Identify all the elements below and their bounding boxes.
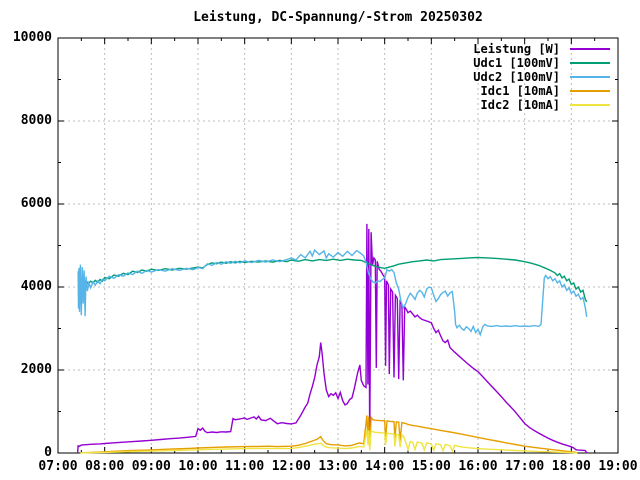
series-line-1 <box>76 223 588 454</box>
legend-label-idc2: Idc2 [10mA] <box>480 97 560 112</box>
legend-label-udc2: Udc2 [100mV] <box>473 69 560 84</box>
series-line-5 <box>80 429 578 454</box>
x-axis-tick-label: 12:00 <box>271 459 311 474</box>
legend-item-leistung: Leistung [W] <box>400 41 610 56</box>
y-axis-tick-label: 8000 <box>20 113 52 128</box>
x-axis-tick-label: 09:00 <box>131 459 171 474</box>
y-axis-tick-label: 4000 <box>20 279 52 294</box>
legend-line-sample-idc2 <box>570 103 610 106</box>
legend-line-sample-leistung <box>570 47 610 50</box>
y-axis-tick-label: 10000 <box>12 30 52 45</box>
legend-item-idc2: Idc2 [10mA] <box>400 97 610 112</box>
y-axis-tick-label: 6000 <box>20 196 52 211</box>
series-line-3 <box>77 248 588 337</box>
legend-line-sample-udc1 <box>570 61 610 64</box>
legend-label-leistung: Leistung [W] <box>473 41 560 56</box>
x-axis-tick-label: 11:00 <box>225 459 265 474</box>
legend-item-udc2: Udc2 [100mV] <box>400 69 610 84</box>
legend-item-idc1: Idc1 [10mA] <box>400 83 610 98</box>
y-axis-tick-label: 0 <box>44 445 52 460</box>
legend-line-sample-idc1 <box>570 89 610 92</box>
x-axis-tick-label: 08:00 <box>85 459 125 474</box>
x-axis-tick-label: 18:00 <box>551 459 591 474</box>
series-line-4 <box>80 415 578 454</box>
series-line-2 <box>78 256 588 303</box>
x-axis-tick-label: 19:00 <box>598 459 638 474</box>
x-axis-tick-label: 07:00 <box>38 459 78 474</box>
legend-line-sample-udc2 <box>570 75 610 78</box>
x-axis-tick-label: 15:00 <box>411 459 451 474</box>
legend-label-idc1: Idc1 [10mA] <box>480 83 560 98</box>
chart-title: Leistung, DC-Spannung/-Strom 20250302 <box>193 10 483 25</box>
x-axis-tick-label: 16:00 <box>458 459 498 474</box>
y-axis-tick-label: 2000 <box>20 362 52 377</box>
x-axis-tick-label: 14:00 <box>365 459 405 474</box>
x-axis-tick-label: 10:00 <box>178 459 218 474</box>
legend-item-udc1: Udc1 [100mV] <box>400 55 610 70</box>
x-axis-tick-label: 13:00 <box>318 459 358 474</box>
legend-label-udc1: Udc1 [100mV] <box>473 55 560 70</box>
legend: Leistung [W] Udc1 [100mV] Udc2 [100mV] I… <box>400 42 610 112</box>
x-axis-tick-label: 17:00 <box>505 459 545 474</box>
